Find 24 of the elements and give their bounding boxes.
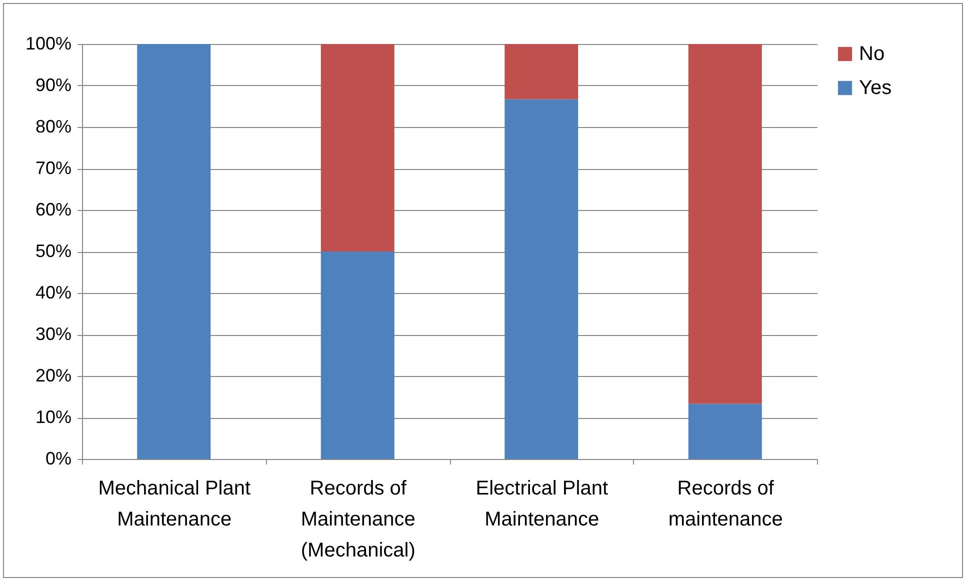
bar: [320, 252, 394, 459]
y-tick-label: 100%: [25, 34, 72, 54]
x-tick-label: Mechanical Plant Maintenance: [98, 478, 251, 530]
bar: [137, 44, 211, 459]
y-tick-label: 80%: [35, 116, 72, 136]
legend-label: Yes: [859, 77, 892, 99]
bar: [688, 404, 762, 459]
bar: [504, 44, 578, 100]
y-tick-label: 40%: [35, 282, 72, 302]
y-tick-label: 0%: [45, 448, 72, 468]
y-tick-label: 30%: [35, 324, 72, 344]
bar: [504, 99, 578, 459]
y-tick-label: 70%: [35, 158, 72, 178]
x-tick-label: Electrical Plant Maintenance: [476, 478, 608, 530]
y-tick-label: 60%: [35, 200, 72, 220]
y-tick-label: 50%: [35, 241, 72, 261]
legend-label: No: [859, 43, 885, 65]
y-tick-label: 20%: [35, 366, 72, 386]
bar: [320, 44, 394, 252]
bar: [688, 44, 762, 404]
x-tick-label: Records of Maintenance (Mechanical): [300, 478, 416, 562]
x-tick-label: Records of maintenance: [668, 478, 783, 530]
y-tick-label: 90%: [35, 75, 72, 95]
y-tick-label: 10%: [35, 407, 72, 427]
